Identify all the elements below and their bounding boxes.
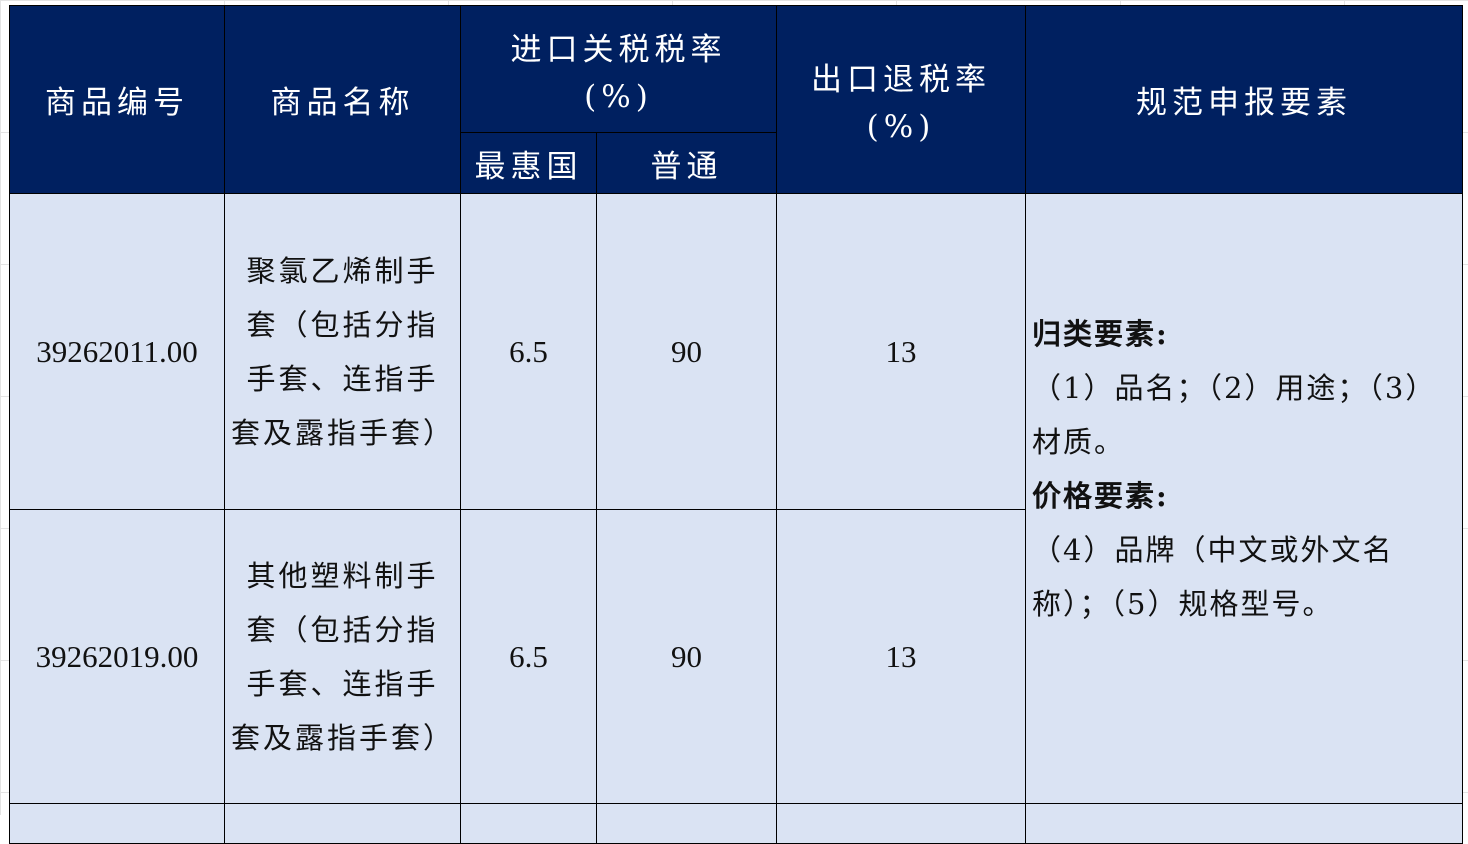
spec-classify-title: 归类要素: <box>1032 316 1169 351</box>
cell-empty <box>224 803 461 844</box>
header-import-rate-label: 进口关税税率 <box>510 31 727 68</box>
cell-empty <box>596 803 777 844</box>
cell-name: 其他塑料制手套（包括分指手套、连指手套及露指手套） <box>224 509 461 804</box>
table-row: 39262019.00 其他塑料制手套（包括分指手套、连指手套及露指手套） 6.… <box>9 509 1463 804</box>
cell-code: 39262019.00 <box>9 509 225 804</box>
header-export-rebate: 出口退税率 (%) <box>776 5 1026 194</box>
header-export-rebate-unit: (%) <box>866 109 936 145</box>
header-general: 普通 <box>596 132 777 194</box>
cell-export-rebate: 13 <box>776 509 1026 804</box>
spec-price-title: 价格要素: <box>1032 478 1169 513</box>
spec-classify-text: （1）品名；（2）用途；（3）材质。 <box>1032 370 1437 459</box>
table-row: 39262011.00 聚氯乙烯制手套（包括分指手套、连指手套及露指手套） 6.… <box>9 193 1463 804</box>
cell-mfn: 6.5 <box>460 509 597 804</box>
cell-empty <box>9 803 225 844</box>
table-row <box>9 803 1463 844</box>
header-export-rebate-label: 出口退税率 <box>811 62 991 98</box>
header-mfn: 最惠国 <box>460 132 597 194</box>
header-name: 商品名称 <box>224 5 461 194</box>
header-import-rate-unit: (%) <box>584 78 653 115</box>
cell-empty <box>460 803 597 844</box>
spec-price-text: （4）品牌（中文或外文名称）；（5）规格型号。 <box>1032 532 1394 621</box>
header-spec: 规范申报要素 <box>1025 5 1463 194</box>
tariff-table: 商品编号 商品名称 进口关税税率 (%) 出口退税率 (%) 规范申报要素 最惠… <box>9 5 1463 844</box>
cell-mfn: 6.5 <box>460 193 597 510</box>
cell-export-rebate: 13 <box>776 193 1026 510</box>
cell-code: 39262011.00 <box>9 193 225 510</box>
cell-spec: 归类要素: （1）品名；（2）用途；（3）材质。 价格要素: （4）品牌（中文或… <box>1025 193 1463 804</box>
header-import-rate: 进口关税税率 (%) <box>460 5 777 133</box>
cell-general: 90 <box>596 193 777 510</box>
cell-empty <box>776 803 1026 844</box>
header-code: 商品编号 <box>9 5 225 194</box>
cell-general: 90 <box>596 509 777 804</box>
cell-empty <box>1025 803 1463 844</box>
cell-name: 聚氯乙烯制手套（包括分指手套、连指手套及露指手套） <box>224 193 461 510</box>
